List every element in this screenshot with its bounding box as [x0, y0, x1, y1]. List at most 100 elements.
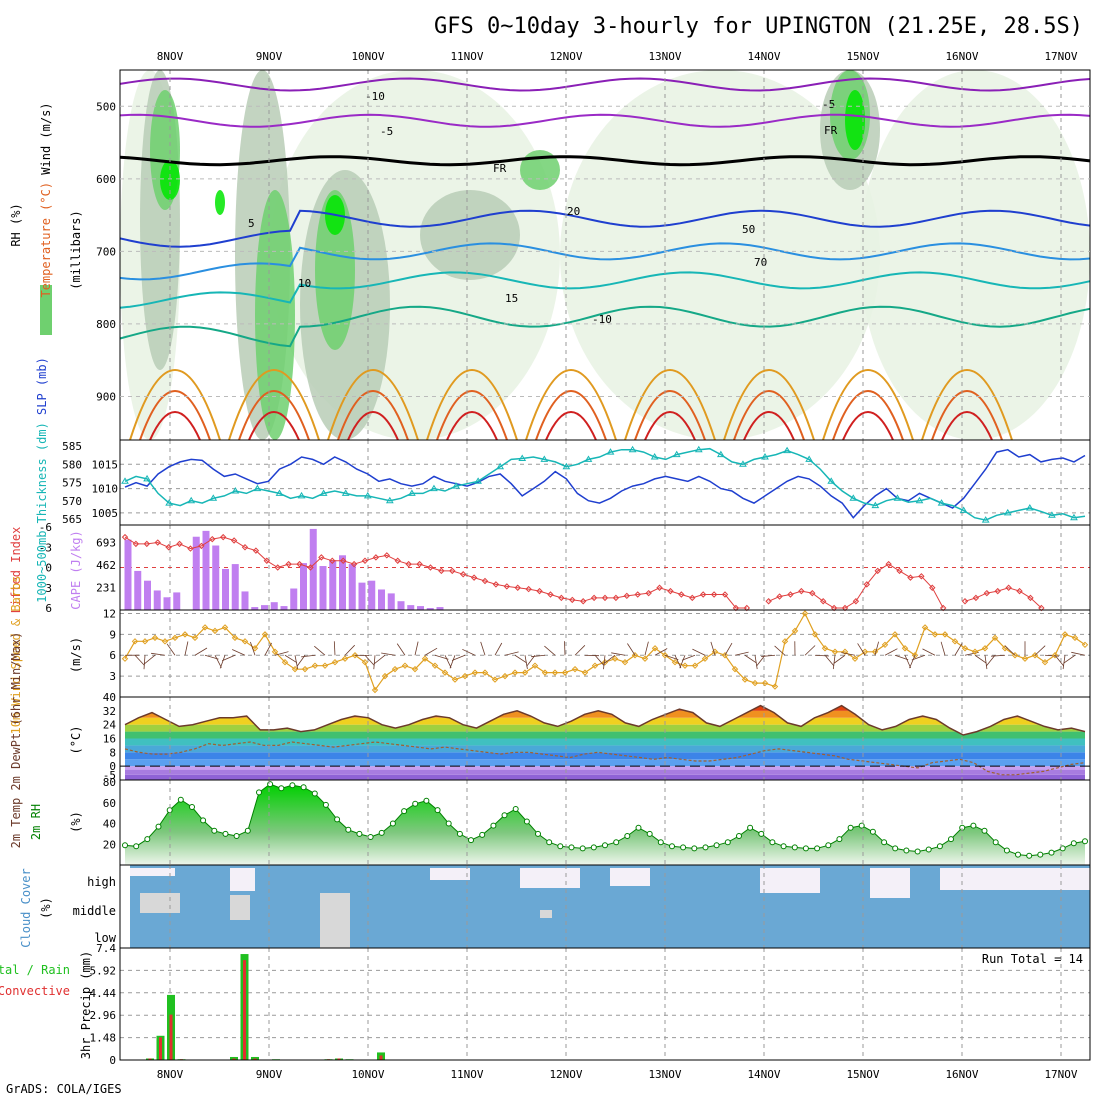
rh-point-3: [156, 824, 161, 829]
rh-point-54: [725, 840, 730, 845]
rh-point-69: [893, 846, 898, 851]
bottom-date-label-4: 12NOV: [549, 1068, 582, 1081]
wind-ytick-0: 3: [109, 670, 116, 683]
temp-bands-group: [120, 697, 1090, 780]
cloud-layer-label-0: high: [87, 875, 116, 889]
cloud-gap-0: [130, 868, 175, 876]
rh-point-2: [145, 837, 150, 842]
wind-barb-82: [941, 642, 945, 655]
cape-bar-30: [417, 606, 424, 610]
cape-bar-5: [173, 592, 180, 610]
wind-barb-75: [875, 642, 879, 656]
temp-ytick-6: 40: [103, 691, 116, 704]
top-date-label-2: 10NOV: [351, 50, 384, 63]
rh-ytick-0: 20: [103, 838, 116, 851]
rh-point-67: [870, 829, 875, 834]
top-date-label-6: 14NOV: [747, 50, 780, 63]
temp-band-1: [120, 770, 1090, 775]
bottom-date-label-3: 11NOV: [450, 1068, 483, 1081]
bottom-date-label-5: 13NOV: [648, 1068, 681, 1081]
top-date-label-0: 8NOV: [157, 50, 184, 63]
precip-ylabel: 3hr Precip (mm): [79, 951, 93, 1059]
rh-point-18: [323, 802, 328, 807]
cape-ytick-1: 462: [96, 559, 116, 572]
wind-barb-74: [858, 643, 865, 655]
rh-point-82: [1038, 852, 1043, 857]
warm-arch-7-1: [833, 391, 903, 440]
cloud-gap-9: [320, 893, 350, 948]
rh-point-62: [815, 846, 820, 851]
wind-barb-37: [495, 643, 502, 655]
rh-point-52: [703, 845, 708, 850]
rh-point-35: [513, 807, 518, 812]
upper-air-temp-wind-label: Temperature (°C) Wind (m/s): [39, 102, 53, 297]
rh-point-25: [402, 809, 407, 814]
wind-barb-7: [195, 648, 207, 655]
temp-band-7: [120, 732, 1090, 739]
li-ytick-2: 0: [45, 562, 52, 575]
temp-band-12: [120, 697, 1090, 704]
cape-bar-23: [349, 564, 356, 610]
wind-unit-label-part-0: (m/s): [69, 637, 83, 673]
wind-barb-35: [462, 649, 475, 655]
wind-barb-55: [675, 655, 681, 668]
temp-ytick-5: 32: [103, 705, 116, 718]
rh-point-27: [424, 798, 429, 803]
thickness-ytick-1: 570: [62, 495, 82, 508]
wind-barb-12: [232, 650, 245, 656]
slp-ylabel-part-0: 1000~500mb Thickness (dm): [35, 415, 49, 603]
wind-barb-87: [986, 655, 995, 666]
wind-barb-79: [910, 655, 916, 668]
wind-barb-14: [265, 643, 272, 655]
upper-air-ytick-0: 500: [96, 100, 116, 113]
wind-barb-13: [250, 642, 255, 655]
rh-point-33: [491, 823, 496, 828]
precip-ytick-1: 1.48: [90, 1032, 117, 1045]
cloud-gap-5: [760, 868, 820, 893]
cloud-ylabel: Cloud Cover: [19, 868, 33, 947]
wind-barb-45: [575, 645, 585, 655]
cloud-gap-11: [540, 910, 552, 918]
cloud-gap-2: [430, 868, 470, 880]
wind-ytick-1: 6: [109, 649, 116, 662]
upper-air-ytick-1: 600: [96, 173, 116, 186]
wind-barb-32: [445, 655, 451, 668]
contour-label-2: FR: [493, 162, 507, 175]
bottom-date-label-2: 10NOV: [351, 1068, 384, 1081]
bottom-date-label-0: 8NOV: [157, 1068, 184, 1081]
rh-point-14: [279, 786, 284, 791]
wind-barb-9: [215, 655, 221, 667]
cape-bar-21: [329, 560, 336, 610]
bottom-date-label-7: 15NOV: [846, 1068, 879, 1081]
top-date-label-5: 13NOV: [648, 50, 681, 63]
rh-point-16: [301, 785, 306, 790]
top-date-label-3: 11NOV: [450, 50, 483, 63]
cape-bar-17: [290, 589, 297, 610]
cape-bar-25: [368, 581, 375, 610]
rh-point-57: [759, 831, 764, 836]
wind-barb-81: [923, 649, 936, 655]
temp-band-11: [120, 704, 1090, 711]
rh-point-1: [134, 844, 139, 849]
rh-point-45: [625, 834, 630, 839]
slp-ytick-1: 1010: [92, 483, 119, 496]
bottom-date-label-1: 9NOV: [256, 1068, 283, 1081]
rh-point-86: [1083, 839, 1088, 844]
rh-point-68: [882, 840, 887, 845]
thickness-ytick-0: 565: [62, 513, 82, 526]
rh-shade-16: [845, 90, 865, 150]
temp-ytick-2: 8: [109, 746, 116, 759]
rh-point-70: [904, 848, 909, 853]
wind-ytick-3: 12: [103, 607, 116, 620]
rh-point-44: [614, 840, 619, 845]
wind-barb-19: [301, 655, 315, 657]
temp-band-2: [120, 766, 1090, 769]
cape-bar-2: [144, 581, 151, 610]
upper-air-rh-label-part-0: RH (%): [9, 203, 23, 246]
warm-arch-4-2: [546, 412, 596, 440]
cloud-ylabel-part-0: Cloud Cover: [19, 868, 33, 947]
top-date-label-9: 17NOV: [1044, 50, 1077, 63]
rh-point-74: [949, 837, 954, 842]
rh-shade-7: [420, 190, 520, 280]
cape-bar-26: [378, 589, 385, 610]
